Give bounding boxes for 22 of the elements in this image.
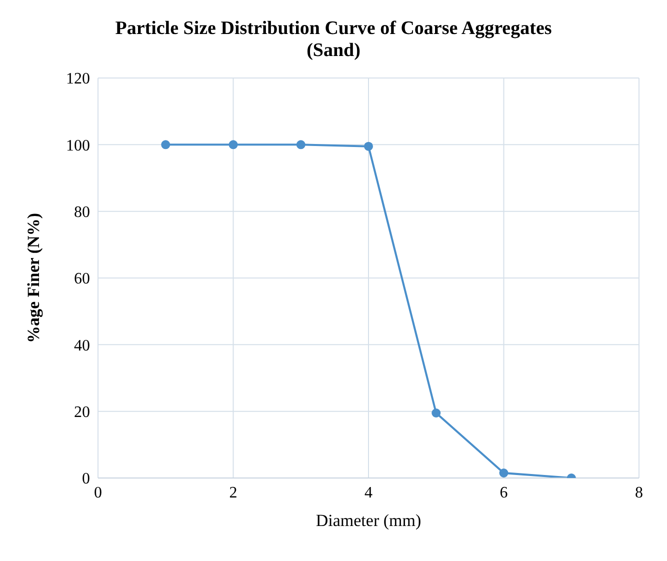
x-tick-label: 4 [364, 484, 372, 502]
y-axis-title: %age Finer (N%) [24, 213, 44, 343]
y-tick-label: 20 [74, 404, 90, 422]
y-tick-label: 40 [74, 337, 90, 354]
y-tick-label: 120 [66, 70, 90, 88]
point [228, 140, 238, 150]
chart-title: Particle Size Distribution Curve of Coarse Aggregates [114, 17, 553, 40]
y-tick-label: 100 [66, 137, 90, 154]
x-axis-title: Diameter (mm) [316, 511, 422, 530]
point [499, 468, 508, 478]
point [432, 408, 441, 418]
point [161, 140, 170, 150]
y-tick-label: 80 [74, 204, 90, 222]
x-tick-label: 0 [94, 484, 102, 502]
point [364, 142, 373, 151]
x-tick-label: 2 [229, 484, 238, 502]
y-tick-label: 60 [74, 270, 90, 288]
x-tick-label: 8 [635, 484, 643, 502]
chart-subtitle: (Sand) [306, 40, 362, 62]
y-tick-label: 0 [82, 470, 90, 488]
x-tick-label: 6 [500, 484, 508, 502]
point [296, 140, 306, 150]
